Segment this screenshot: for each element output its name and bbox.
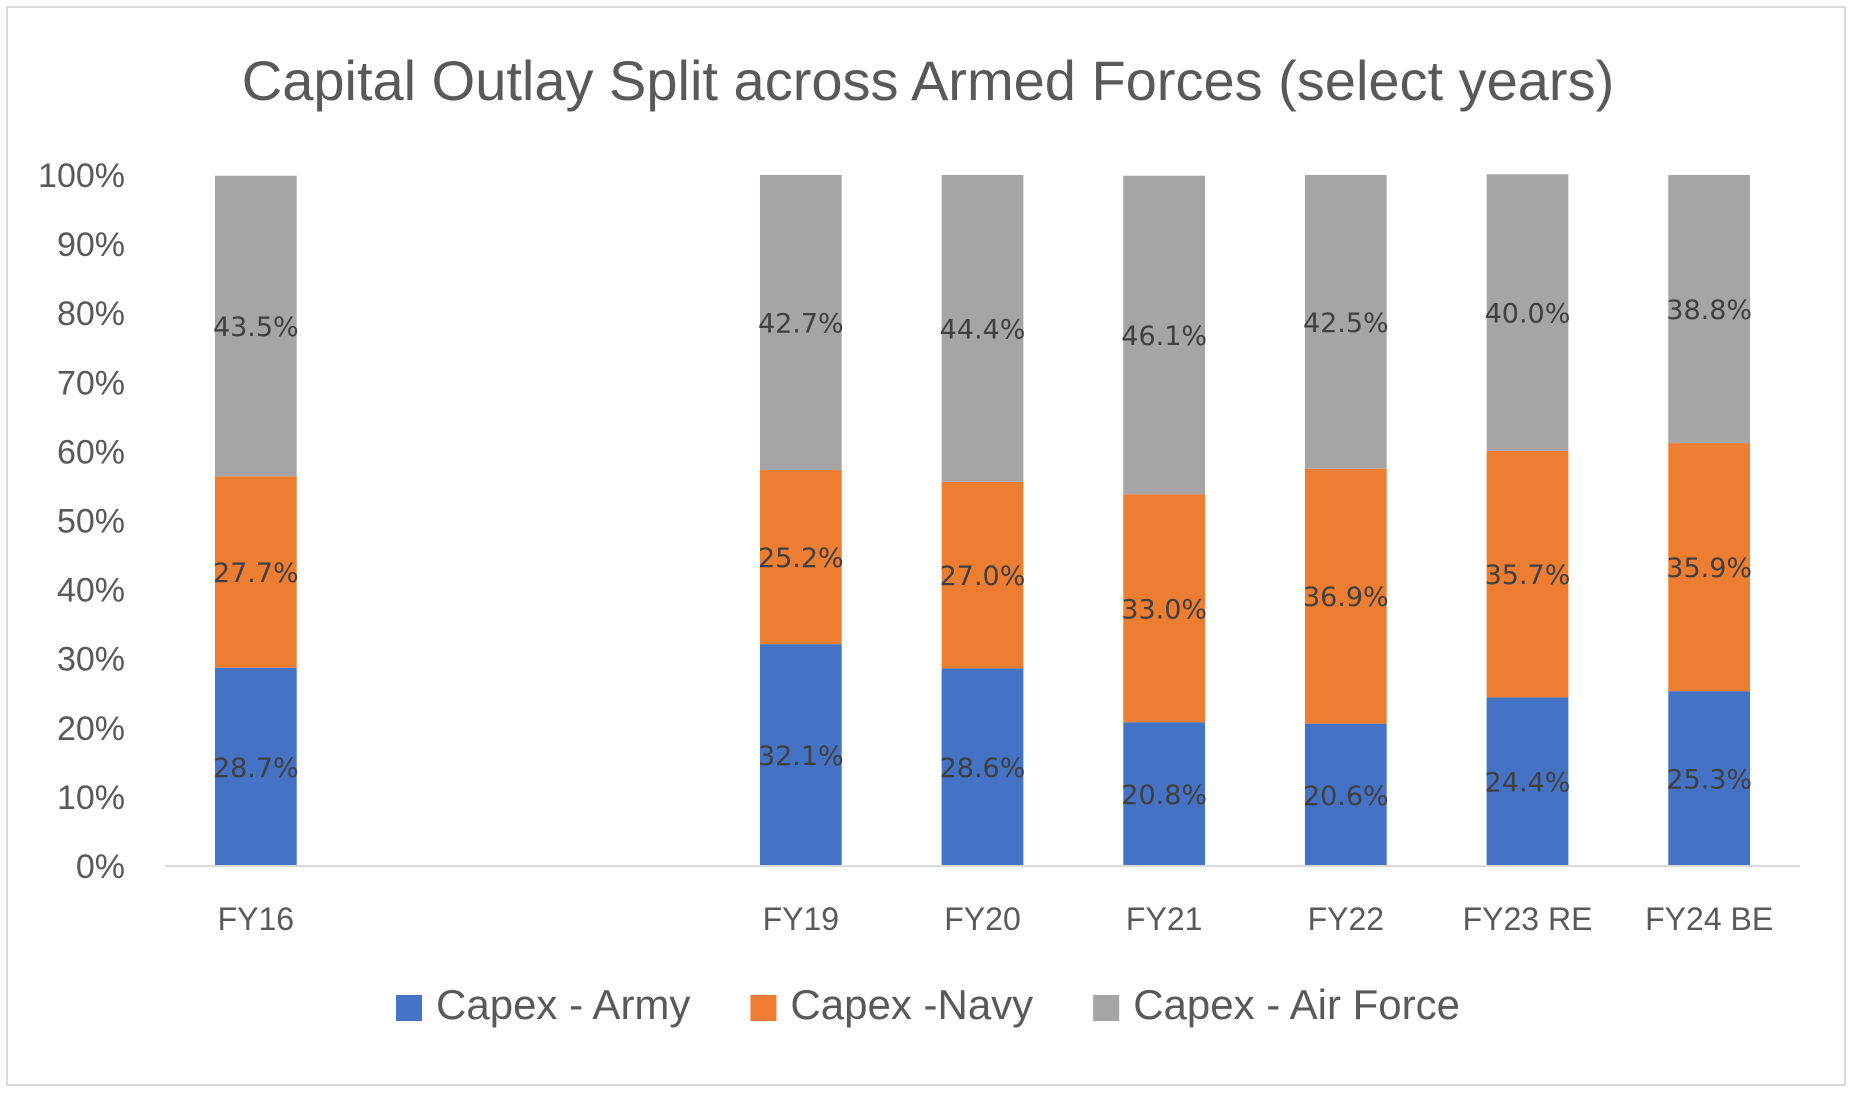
data-label: 28.6% [940, 753, 1026, 784]
legend-item: Capex -Navy [750, 981, 1033, 1028]
data-label: 35.9% [1666, 553, 1752, 584]
x-tick-label: FY20 [944, 901, 1020, 937]
y-tick-label: 40% [57, 572, 125, 610]
y-tick-label: 30% [57, 641, 125, 679]
x-tick-label: FY16 [218, 901, 294, 937]
data-label: 38.8% [1666, 295, 1752, 326]
bar-segment [1123, 722, 1206, 866]
data-labels-group: 28.7% 27.7% 43.5% 32.1% 25.2% 42.7% 28.6% 27.0%… [213, 295, 1752, 812]
y-tick-label: 50% [57, 503, 125, 541]
x-tick-label: FY21 [1126, 901, 1202, 937]
legend-label: Capex - Air Force [1133, 981, 1460, 1028]
bar-segment [941, 481, 1024, 669]
legend: Capex - Army Capex -Navy Capex - Air Force [396, 981, 1460, 1028]
x-axis: FY16 FY19 FY20 FY21 FY22 FY23 RE FY24 BE [218, 901, 1774, 937]
bar-segment [1304, 175, 1387, 469]
y-tick-label: 90% [57, 226, 125, 264]
data-label: 43.5% [213, 312, 299, 343]
data-label: 24.4% [1485, 768, 1571, 799]
bar-segment [1123, 175, 1206, 495]
y-tick-label: 80% [57, 295, 125, 333]
chart-title: Capital Outlay Split across Armed Forces… [242, 49, 1614, 112]
y-tick-label: 10% [57, 779, 125, 817]
bar-segment [1486, 174, 1569, 451]
x-tick-label: FY24 BE [1645, 901, 1773, 937]
y-axis: 0% 10% 20% 30% 40% 50% 60% 70% 80% 90% 100% [38, 157, 125, 886]
bar-segment [759, 644, 842, 866]
data-label: 32.1% [758, 741, 844, 772]
data-label: 25.2% [758, 543, 844, 574]
data-label: 40.0% [1485, 299, 1571, 330]
bar-segment [759, 470, 842, 645]
bar-segment [1668, 175, 1751, 444]
data-label: 27.7% [213, 558, 299, 589]
data-label: 42.7% [758, 309, 844, 340]
y-tick-label: 70% [57, 364, 125, 402]
legend-item: Capex - Air Force [1093, 981, 1460, 1028]
bar-segment [214, 667, 297, 866]
bar-segment [941, 668, 1024, 866]
bar-segment [1668, 443, 1751, 692]
bar-segment [1304, 723, 1387, 866]
data-label: 35.7% [1485, 560, 1571, 591]
bar-segment [214, 175, 297, 477]
legend-label: Capex -Navy [790, 981, 1033, 1028]
x-tick-label: FY22 [1308, 901, 1384, 937]
data-label: 20.6% [1303, 781, 1389, 812]
data-label: 20.8% [1121, 780, 1207, 811]
legend-label: Capex - Army [436, 981, 690, 1028]
bar-segment [1123, 494, 1206, 723]
data-label: 36.9% [1303, 582, 1389, 613]
bars-group [214, 174, 1751, 866]
bar-segment [941, 175, 1024, 482]
y-tick-label: 100% [38, 157, 125, 195]
legend-item: Capex - Army [396, 981, 690, 1028]
bar-segment [214, 476, 297, 668]
data-label: 42.5% [1303, 308, 1389, 339]
data-label: 28.7% [213, 753, 299, 784]
bar-segment [1486, 697, 1569, 866]
legend-swatch [1093, 995, 1120, 1021]
bar-segment [1486, 450, 1569, 698]
x-tick-label: FY23 RE [1463, 901, 1593, 937]
y-tick-label: 20% [57, 710, 125, 748]
bar-segment [1304, 468, 1387, 724]
legend-swatch [750, 995, 777, 1021]
data-label: 44.4% [940, 314, 1026, 345]
y-tick-label: 60% [57, 433, 125, 471]
bar-segment [1668, 691, 1751, 866]
y-tick-label: 0% [76, 848, 125, 886]
data-label: 25.3% [1666, 765, 1752, 796]
data-label: 33.0% [1121, 594, 1207, 625]
data-label: 27.0% [940, 561, 1026, 592]
bar-segment [759, 175, 842, 471]
x-tick-label: FY19 [763, 901, 839, 937]
legend-swatch [396, 995, 423, 1021]
data-label: 46.1% [1121, 321, 1207, 352]
